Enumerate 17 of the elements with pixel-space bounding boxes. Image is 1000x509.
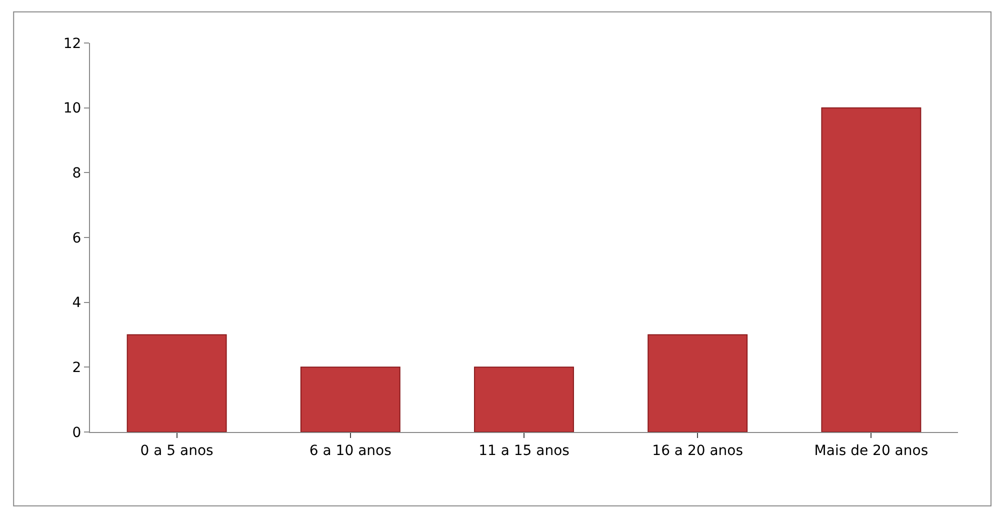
x-tick-label: Mais de 20 anos [814,442,928,459]
y-tick-label: 12 [63,36,82,52]
bar [821,107,922,432]
bar [648,334,748,432]
bar [126,334,227,432]
y-tick-label: 6 [72,230,82,246]
y-tick-label: 8 [72,166,82,182]
y-tick-label: 0 [72,424,82,441]
bar [474,366,574,432]
x-tick-label: 6 a 10 anos [309,442,392,459]
y-tick-label: 4 [72,295,82,312]
bar [300,366,400,432]
y-tick-label: 2 [72,360,82,376]
y-tick-label: 10 [63,100,82,117]
x-tick-label: 0 a 5 anos [140,442,214,459]
x-tick-label: 11 a 15 anos [478,442,570,459]
x-tick-label: 16 a 20 anos [652,442,744,459]
